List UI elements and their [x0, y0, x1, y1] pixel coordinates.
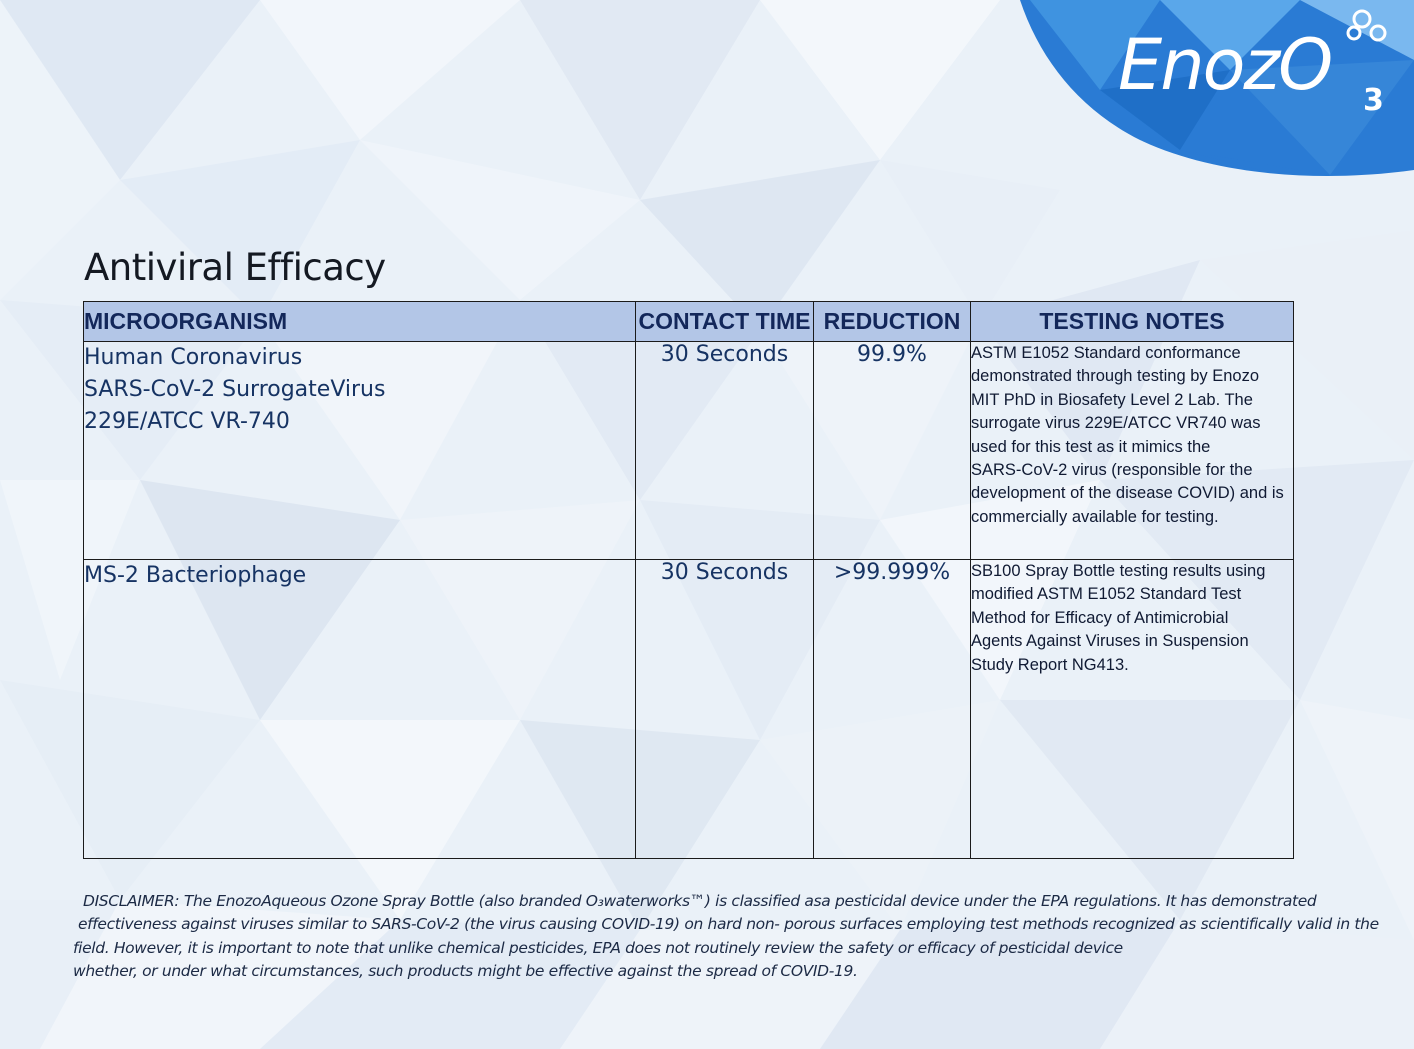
notes-line: SB100 Spray Bottle testing results using — [971, 562, 1266, 580]
disclaimer-line: field. However, it is important to note … — [73, 938, 1123, 957]
cell-testing-notes: ASTM E1052 Standard conformance demonstr… — [970, 341, 1294, 560]
brand-logo: EnozO — [1118, 24, 1333, 106]
disclaimer: DISCLAIMER: The EnozoAqueous Ozone Spray… — [73, 890, 1379, 983]
notes-line: used for this test as it mimics the — [971, 437, 1211, 456]
notes-line: modified ASTM E1052 Standard Test — [971, 585, 1242, 604]
header-microorganism: MICROORGANISM — [83, 301, 636, 342]
notes-line: development of the disease COVID) and is — [971, 484, 1284, 503]
notes-line: demonstrated through testing by Enozo — [971, 367, 1260, 386]
header-testing-notes: TESTING NOTES — [970, 301, 1294, 342]
cell-microorganism: Human Coronavirus SARS-CoV-2 SurrogateVi… — [83, 341, 636, 560]
disclaimer-line: DISCLAIMER: The EnozoAqueous Ozone Spray… — [83, 892, 1317, 910]
cell-reduction: >99.999% — [813, 559, 971, 859]
notes-line: Agents Against Viruses in Suspension — [971, 632, 1249, 651]
notes-line: MIT PhD in Biosafety Level 2 Lab. The — [971, 390, 1253, 409]
cell-testing-notes: SB100 Spray Bottle testing results using… — [970, 559, 1294, 859]
disclaimer-line: effectiveness against viruses similar to… — [78, 915, 1379, 934]
brand-logo-subscript: 3 — [1363, 83, 1384, 118]
notes-line: SARS-CoV-2 virus (responsible for the — [971, 461, 1253, 480]
header-contact-time: CONTACT TIME — [635, 301, 814, 342]
microorganism-line: SARS-CoV-2 SurrogateVirus — [84, 377, 386, 402]
cell-microorganism: MS-2 Bacteriophage — [83, 559, 636, 859]
notes-line: commercially available for testing. — [971, 507, 1219, 526]
header-reduction: REDUCTION — [813, 301, 971, 342]
notes-line: Method for Efficacy of Antimicrobial — [971, 608, 1229, 627]
cell-reduction: 99.9% — [813, 341, 971, 560]
disclaimer-line: whether, or under what circumstances, su… — [73, 961, 858, 980]
cell-contact-time: 30 Seconds — [635, 559, 814, 859]
efficacy-table: MICROORGANISM CONTACT TIME REDUCTION TES… — [83, 301, 1294, 859]
table-row: Human Coronavirus SARS-CoV-2 SurrogateVi… — [83, 341, 1294, 560]
cell-contact-time: 30 Seconds — [635, 341, 814, 560]
notes-line: surrogate virus 229E/ATCC VR740 was — [971, 414, 1261, 433]
microorganism-line: Human Coronavirus — [84, 345, 303, 370]
page-title: Antiviral Efficacy — [84, 246, 386, 289]
microorganism-line: MS-2 Bacteriophage — [84, 563, 307, 588]
notes-line: Study Report NG413. — [971, 655, 1129, 674]
table-row: MS-2 Bacteriophage 30 Seconds >99.999% S… — [83, 559, 1294, 859]
notes-line: ASTM E1052 Standard conformance — [971, 344, 1241, 362]
microorganism-line: 229E/ATCC VR-740 — [84, 409, 290, 434]
table-header-row: MICROORGANISM CONTACT TIME REDUCTION TES… — [83, 301, 1294, 342]
